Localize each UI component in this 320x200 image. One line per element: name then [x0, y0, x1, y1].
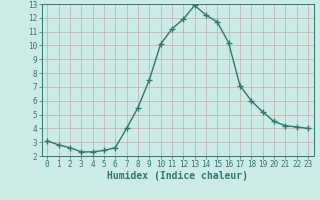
- X-axis label: Humidex (Indice chaleur): Humidex (Indice chaleur): [107, 171, 248, 181]
